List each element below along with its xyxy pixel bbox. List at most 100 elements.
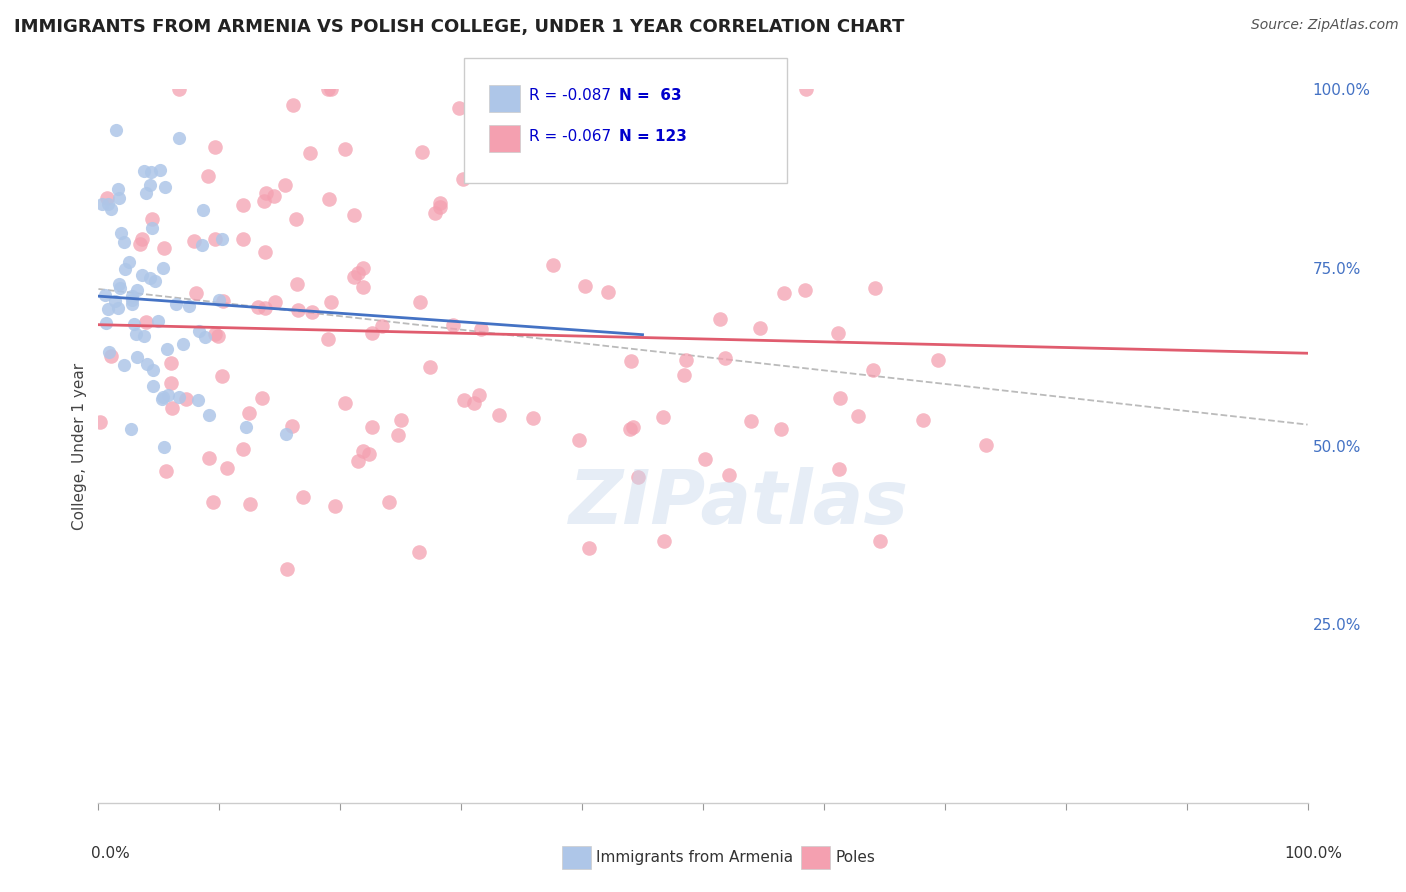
Point <box>235 419 257 434</box>
Point <box>232 198 254 212</box>
Point <box>122 318 145 332</box>
Point <box>316 82 339 96</box>
Point <box>107 301 129 315</box>
Point <box>165 297 187 311</box>
Point <box>128 237 150 252</box>
Point <box>253 194 276 208</box>
Point <box>627 470 650 484</box>
Text: ZIPatlas: ZIPatlas <box>569 467 910 540</box>
Point <box>155 464 177 478</box>
Y-axis label: College, Under 1 year: College, Under 1 year <box>72 362 87 530</box>
Point <box>488 408 510 422</box>
Point <box>118 255 141 269</box>
Point <box>319 82 342 96</box>
Point <box>153 241 176 255</box>
Point <box>152 440 174 454</box>
Point <box>212 293 235 308</box>
Point <box>160 401 183 415</box>
Point <box>301 305 323 319</box>
Point <box>197 169 219 183</box>
Text: R = -0.067: R = -0.067 <box>529 129 610 144</box>
Point <box>190 238 212 252</box>
Point <box>333 396 356 410</box>
Point <box>287 303 309 318</box>
Point <box>97 301 120 316</box>
Point <box>107 182 129 196</box>
Point <box>156 343 179 357</box>
Point <box>138 270 160 285</box>
Point <box>141 221 163 235</box>
Point <box>104 122 127 136</box>
Point <box>361 326 384 340</box>
Point <box>97 197 120 211</box>
Point <box>100 202 122 217</box>
Point <box>276 427 298 442</box>
Point <box>371 319 394 334</box>
Point <box>325 500 347 514</box>
Point <box>121 289 143 303</box>
Point <box>772 285 794 300</box>
Point <box>283 98 305 112</box>
Point <box>291 490 314 504</box>
Point <box>652 534 675 549</box>
Point <box>693 452 716 467</box>
Point <box>352 261 374 276</box>
Point <box>125 350 148 364</box>
Point <box>208 293 231 307</box>
Point <box>135 357 157 371</box>
Point <box>451 172 474 186</box>
Point <box>131 232 153 246</box>
Point <box>211 368 233 383</box>
Point <box>862 362 884 376</box>
Point <box>714 351 737 365</box>
Point <box>160 356 183 370</box>
Point <box>316 332 339 346</box>
Text: 100.0%: 100.0% <box>1285 847 1343 861</box>
Point <box>141 211 163 226</box>
Point <box>149 163 172 178</box>
Point <box>652 410 675 425</box>
Point <box>254 301 277 315</box>
Point <box>675 353 697 368</box>
Point <box>378 494 401 508</box>
Point <box>830 391 852 405</box>
Point <box>352 444 374 458</box>
Point <box>187 392 209 407</box>
Point <box>264 294 287 309</box>
Point <box>139 178 162 192</box>
Text: R = -0.087: R = -0.087 <box>529 88 610 103</box>
Point <box>89 415 111 429</box>
Point <box>127 283 149 297</box>
Point <box>202 494 225 508</box>
Text: Source: ZipAtlas.com: Source: ZipAtlas.com <box>1251 18 1399 32</box>
Point <box>863 281 886 295</box>
Point <box>100 349 122 363</box>
Point <box>239 497 262 511</box>
Point <box>361 419 384 434</box>
Point <box>174 392 197 406</box>
Point <box>411 145 433 160</box>
Point <box>135 186 157 200</box>
Point <box>318 192 340 206</box>
Point <box>232 442 254 456</box>
Point <box>516 123 538 137</box>
Point <box>172 337 194 351</box>
Point <box>186 286 208 301</box>
Point <box>620 354 643 368</box>
Point <box>794 82 817 96</box>
Point <box>177 299 200 313</box>
Point <box>578 541 600 556</box>
Point <box>425 206 447 220</box>
Point <box>142 378 165 392</box>
Point <box>91 197 114 211</box>
Point <box>132 328 155 343</box>
Point <box>409 294 432 309</box>
Point <box>121 297 143 311</box>
Point <box>321 294 343 309</box>
Point <box>152 390 174 404</box>
Point <box>215 461 238 475</box>
Point <box>167 131 190 145</box>
Point <box>132 164 155 178</box>
Point <box>110 226 132 240</box>
Point <box>342 208 364 222</box>
